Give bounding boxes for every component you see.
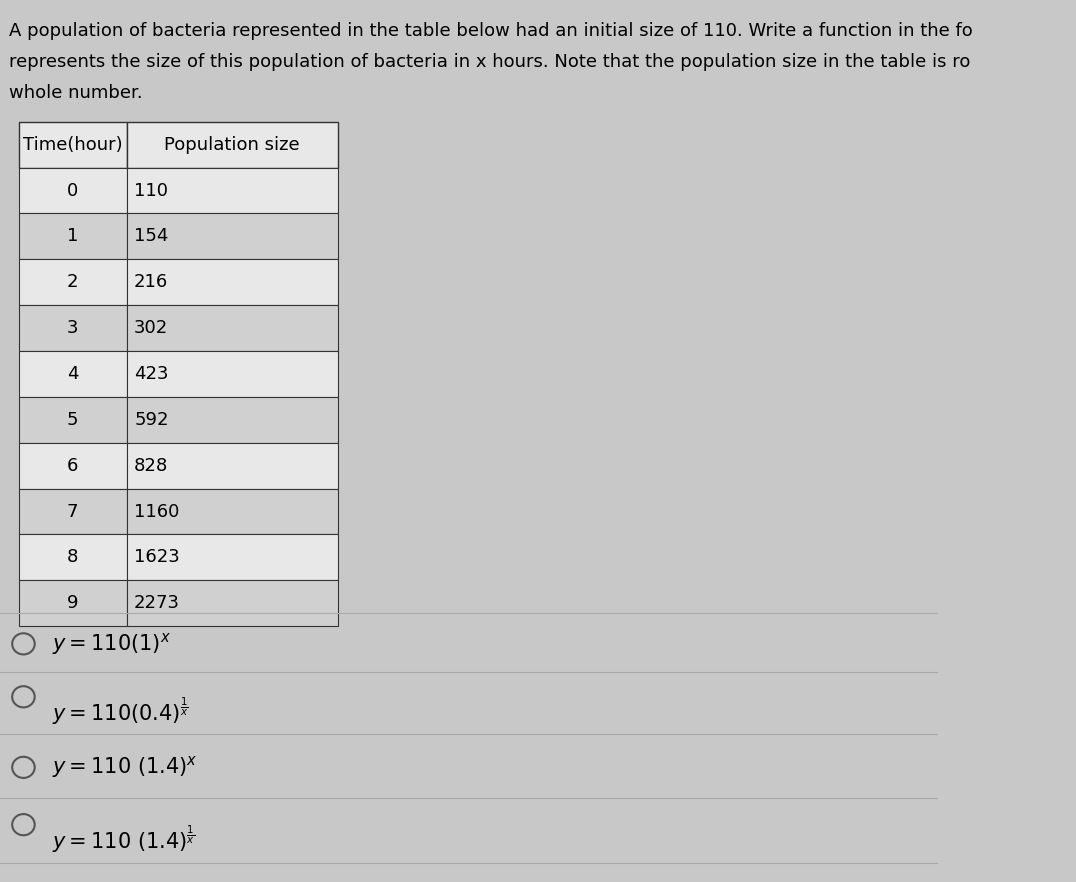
Text: Time(hour): Time(hour) — [23, 136, 123, 153]
Text: 4: 4 — [67, 365, 79, 383]
Bar — [18, 534, 127, 580]
Text: whole number.: whole number. — [10, 84, 143, 101]
Text: 154: 154 — [134, 228, 169, 245]
Bar — [127, 168, 338, 213]
Bar — [127, 580, 338, 626]
Bar — [18, 259, 127, 305]
Bar — [127, 305, 338, 351]
Text: 8: 8 — [67, 549, 79, 566]
Bar — [127, 122, 338, 168]
Text: 5: 5 — [67, 411, 79, 429]
Text: 110: 110 — [134, 182, 168, 199]
Text: 592: 592 — [134, 411, 169, 429]
Text: $y = 110\ (1.4)^{\frac{1}{x}}$: $y = 110\ (1.4)^{\frac{1}{x}}$ — [52, 824, 195, 856]
Bar — [18, 122, 127, 168]
Bar — [127, 443, 338, 489]
Bar — [127, 534, 338, 580]
Bar — [18, 168, 127, 213]
Text: 2273: 2273 — [134, 594, 180, 612]
Bar — [18, 305, 127, 351]
Bar — [18, 443, 127, 489]
Text: 9: 9 — [67, 594, 79, 612]
Text: 1: 1 — [67, 228, 79, 245]
Text: 0: 0 — [67, 182, 79, 199]
Text: 1623: 1623 — [134, 549, 180, 566]
Bar — [18, 489, 127, 534]
Text: 3: 3 — [67, 319, 79, 337]
Text: $y = 110(1)^{x}$: $y = 110(1)^{x}$ — [52, 631, 170, 657]
Bar — [127, 489, 338, 534]
Bar — [127, 351, 338, 397]
Text: 1160: 1160 — [134, 503, 180, 520]
Bar — [18, 213, 127, 259]
Text: 302: 302 — [134, 319, 168, 337]
Bar — [18, 351, 127, 397]
Text: Population size: Population size — [165, 136, 300, 153]
Text: 7: 7 — [67, 503, 79, 520]
Text: represents the size of this population of bacteria in x hours. Note that the pop: represents the size of this population o… — [10, 53, 971, 71]
Text: A population of bacteria represented in the table below had an initial size of 1: A population of bacteria represented in … — [10, 22, 973, 40]
Bar — [18, 580, 127, 626]
Bar — [127, 213, 338, 259]
Text: 216: 216 — [134, 273, 168, 291]
Text: 828: 828 — [134, 457, 168, 475]
Text: $y = 110\ (1.4)^{x}$: $y = 110\ (1.4)^{x}$ — [52, 754, 197, 781]
Text: $y = 110(0.4)^{\frac{1}{x}}$: $y = 110(0.4)^{\frac{1}{x}}$ — [52, 696, 188, 728]
Bar — [127, 259, 338, 305]
Bar — [18, 397, 127, 443]
Text: 2: 2 — [67, 273, 79, 291]
Text: 423: 423 — [134, 365, 169, 383]
Bar — [127, 397, 338, 443]
Text: 6: 6 — [67, 457, 79, 475]
